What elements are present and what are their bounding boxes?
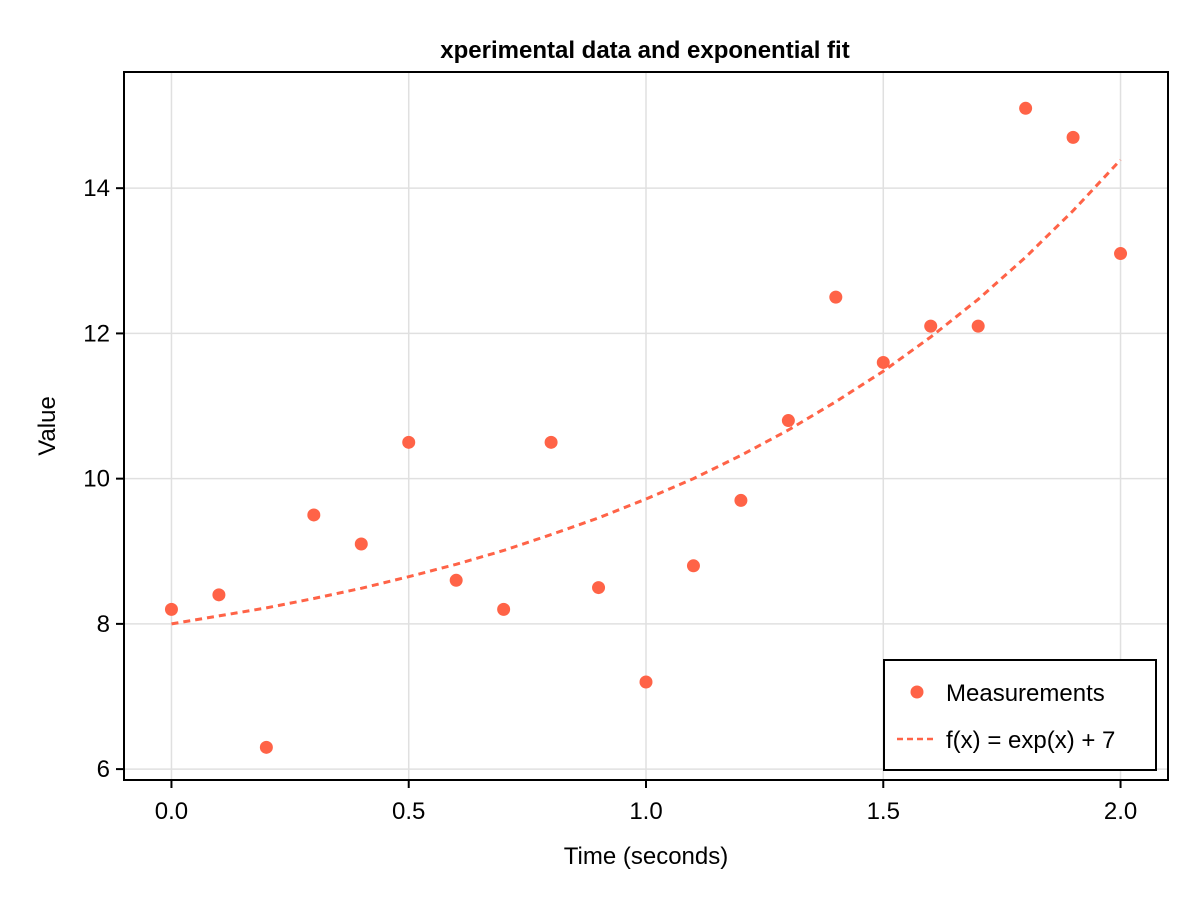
y-tick-label: 6 bbox=[97, 756, 110, 783]
data-point bbox=[924, 319, 938, 333]
data-point bbox=[164, 602, 178, 616]
data-point bbox=[1114, 247, 1128, 261]
data-point bbox=[829, 290, 843, 304]
data-point bbox=[971, 319, 985, 333]
data-point bbox=[307, 508, 321, 522]
legend-box bbox=[883, 659, 1157, 771]
x-axis: 0.0 0.5 1.0 1.5 2.0 bbox=[155, 780, 1137, 825]
chart-title: xperimental data and exponential fit bbox=[440, 37, 849, 64]
data-point bbox=[734, 493, 748, 507]
data-point bbox=[449, 573, 463, 587]
legend: Measurements f(x) = exp(x) + 7 bbox=[883, 659, 1157, 771]
y-tick-label: 10 bbox=[83, 466, 110, 493]
x-tick-label: 0.0 bbox=[155, 798, 188, 825]
x-tick-label: 1.5 bbox=[867, 798, 900, 825]
data-point bbox=[592, 581, 606, 595]
data-point bbox=[354, 537, 368, 551]
data-point bbox=[639, 675, 653, 689]
data-point bbox=[497, 602, 511, 616]
x-tick-label: 2.0 bbox=[1104, 798, 1137, 825]
y-axis-label: Value bbox=[34, 396, 61, 456]
x-tick-label: 1.0 bbox=[629, 798, 662, 825]
data-point bbox=[259, 740, 273, 754]
fit-line bbox=[171, 158, 1122, 626]
data-point bbox=[876, 355, 890, 369]
y-axis: 6 8 10 12 14 bbox=[83, 175, 124, 783]
scatter-points-layer bbox=[164, 101, 1128, 754]
data-point bbox=[544, 435, 558, 449]
x-tick-label: 0.5 bbox=[392, 798, 425, 825]
x-axis-label: Time (seconds) bbox=[564, 843, 728, 870]
legend-label-fit: f(x) = exp(x) + 7 bbox=[946, 727, 1115, 754]
y-tick-label: 14 bbox=[83, 175, 110, 202]
data-point bbox=[781, 414, 795, 428]
legend-label-measurements: Measurements bbox=[946, 680, 1105, 707]
y-tick-label: 8 bbox=[97, 611, 110, 638]
legend-marker-measurements bbox=[910, 685, 924, 699]
grid bbox=[124, 72, 1168, 780]
data-point bbox=[212, 588, 226, 602]
data-point bbox=[1019, 101, 1033, 115]
data-point bbox=[686, 559, 700, 573]
data-point bbox=[402, 435, 416, 449]
fit-line-layer bbox=[171, 158, 1122, 626]
data-point bbox=[1066, 130, 1080, 144]
y-tick-label: 12 bbox=[83, 320, 110, 347]
